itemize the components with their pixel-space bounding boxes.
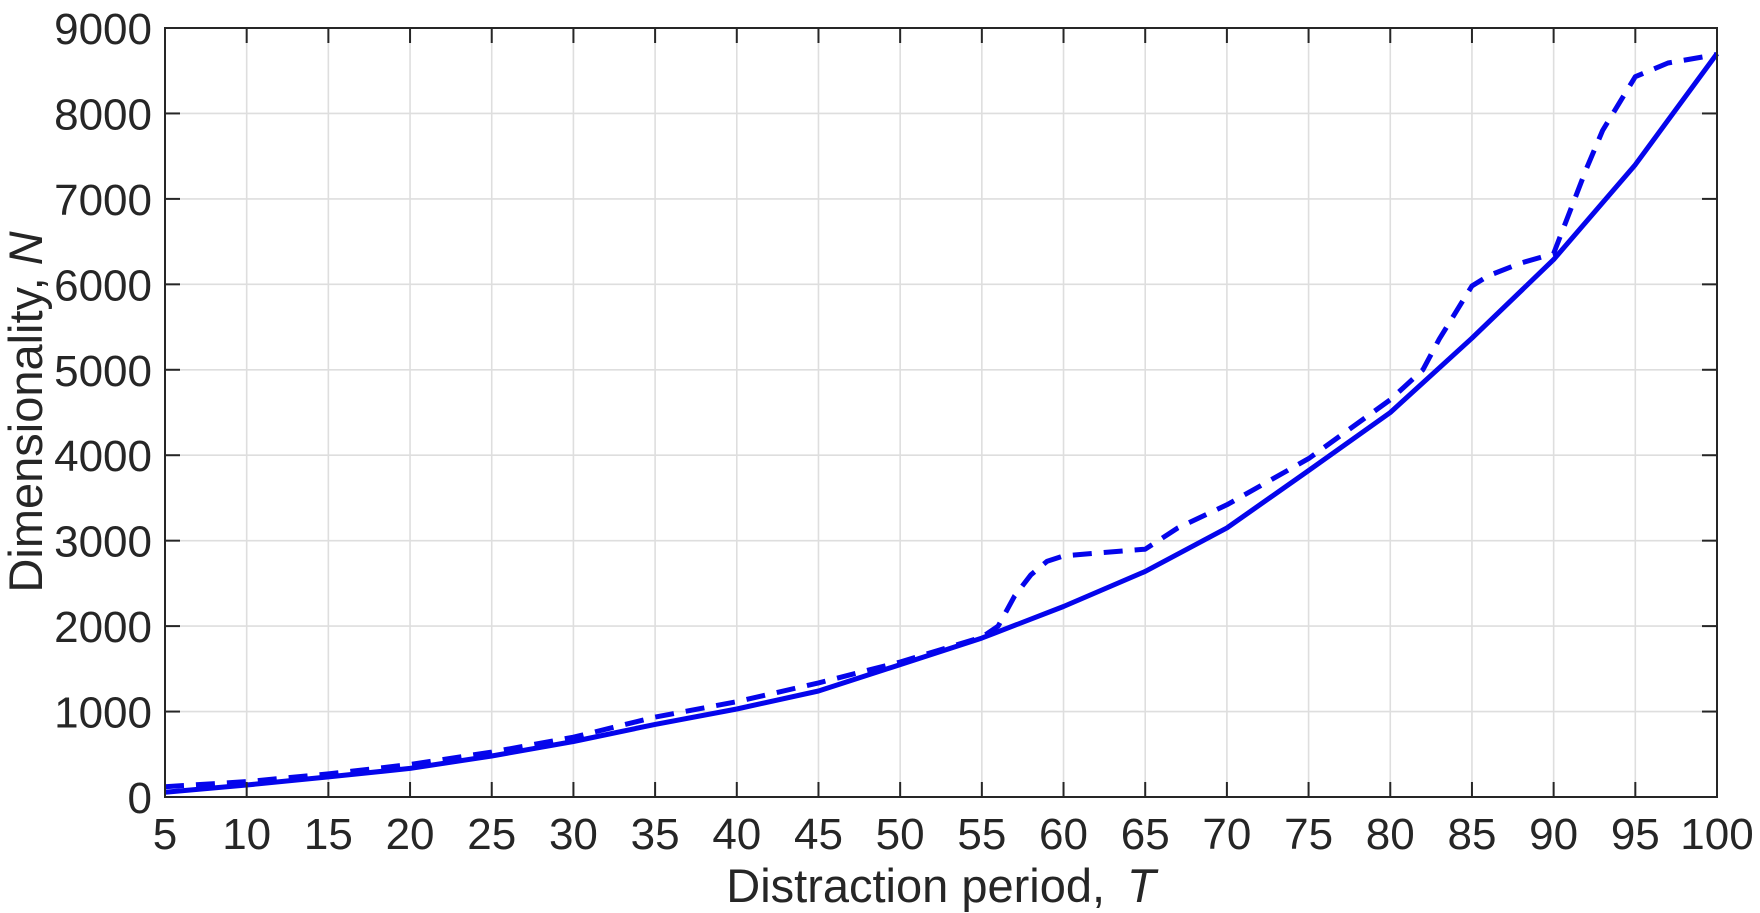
y-tick-label: 7000 [54, 176, 152, 225]
y-tick-label: 4000 [54, 432, 152, 481]
x-tick-label: 15 [304, 810, 353, 859]
grid-lines [165, 28, 1717, 797]
x-axis-label: Distraction period, T [726, 859, 1159, 912]
x-tick-label: 35 [631, 810, 680, 859]
x-tick-label: 10 [222, 810, 271, 859]
x-tick-label: 20 [386, 810, 435, 859]
x-tick-label: 45 [794, 810, 843, 859]
x-tick-label: 55 [957, 810, 1006, 859]
x-axis-label-variable: T [1127, 859, 1159, 912]
y-tick-label: 6000 [54, 261, 152, 310]
y-tick-label: 1000 [54, 689, 152, 738]
x-tick-label: 75 [1284, 810, 1333, 859]
tick-labels: 5 10 15 20 25 30 35 40 45 50 55 60 65 70 75 80 85 90 95 100… [54, 5, 1754, 859]
plot-border [164, 27, 1718, 798]
x-tick-label: 100 [1680, 810, 1753, 859]
x-tick-label: 80 [1366, 810, 1415, 859]
x-tick-label: 85 [1447, 810, 1496, 859]
x-tick-label: 25 [467, 810, 516, 859]
x-tick-label: 60 [1039, 810, 1088, 859]
y-axis-label: Dimensionality, N [0, 231, 52, 592]
y-tick-label: 9000 [54, 5, 152, 54]
x-tick-label: 65 [1121, 810, 1170, 859]
y-tick-label: 2000 [54, 603, 152, 652]
x-tick-label: 70 [1202, 810, 1251, 859]
y-tick-label: 0 [128, 774, 152, 823]
y-tick-label: 3000 [54, 518, 152, 567]
x-tick-label: 40 [712, 810, 761, 859]
y-tick-label: 8000 [54, 90, 152, 139]
axes-box [164, 27, 1718, 798]
solid-curve-line [164, 52, 1720, 795]
dashed-curve-line [164, 52, 1718, 790]
y-axis-label-text: Dimensionality, [0, 277, 52, 592]
y-tick-label: 5000 [54, 347, 152, 396]
x-tick-label: 50 [876, 810, 925, 859]
x-tick-label: 5 [153, 810, 177, 859]
x-axis-label-text: Distraction period, [726, 859, 1105, 912]
y-axis-label-variable: N [0, 231, 52, 265]
data-series [164, 52, 1720, 795]
x-tick-label: 90 [1529, 810, 1578, 859]
x-tick-label: 95 [1611, 810, 1660, 859]
x-tick-label: 30 [549, 810, 598, 859]
